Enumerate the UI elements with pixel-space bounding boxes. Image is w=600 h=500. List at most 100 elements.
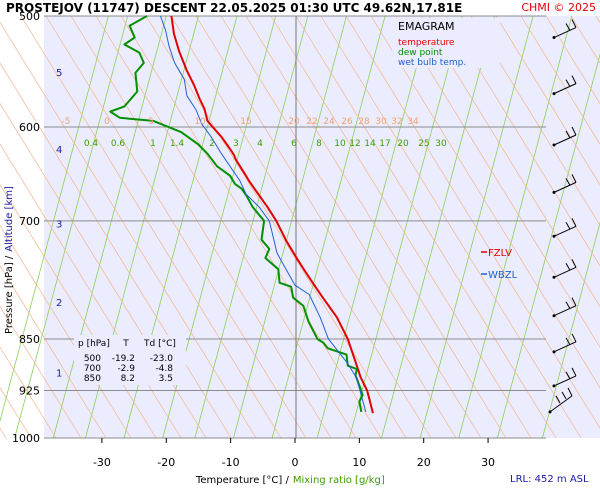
- mixing-ratio-label: 0.4: [84, 139, 99, 149]
- isotherm-line: [220, 15, 482, 439]
- mixing-ratio-line: [52, 15, 167, 439]
- altitude-tick-labels: 5 4 3 2 1: [56, 68, 62, 380]
- table-cell: -4.8: [155, 364, 173, 374]
- isotherm-line: [20, 15, 282, 439]
- table-cell: -2.9: [117, 364, 135, 374]
- isotherm-label: 15: [240, 117, 251, 127]
- mixing-ratio-label: 2: [209, 139, 215, 149]
- temperature-tick-label: -20: [157, 456, 175, 469]
- mixing-ratio-label: 25: [418, 139, 429, 149]
- isotherm-line: [0, 346, 57, 439]
- altitude-tick-label: 5: [56, 68, 62, 79]
- table-header-t: T: [122, 339, 129, 349]
- wind-barb-staff: [553, 305, 577, 317]
- isotherm-label: 20: [288, 117, 300, 127]
- wind-barb-feather: [561, 391, 567, 400]
- sounding-profiles: [109, 15, 374, 414]
- x-axis-temperature-label: Temperature [°C] /: [195, 475, 289, 486]
- mixing-ratio-label: 3: [233, 139, 239, 149]
- mixing-ratio-line: [233, 15, 347, 439]
- table-cell: 8.2: [121, 374, 135, 384]
- mixing-ratio-label: 20: [397, 139, 409, 149]
- legend-dew-point: dew point: [398, 48, 443, 58]
- isotherm-line: [320, 15, 582, 439]
- mixing-ratio-line: [542, 221, 600, 439]
- wind-barb-feather: [571, 297, 577, 306]
- wind-barb-feather: [565, 371, 571, 380]
- wind-barb-origin: [552, 143, 556, 147]
- mixing-ratio-label: 1.4: [170, 139, 185, 149]
- wbzl-label: WBZL: [488, 270, 518, 281]
- mixing-ratio-label: 1: [150, 139, 156, 149]
- temperature-tick-labels: -30 -20 -10 0 10 20 30: [93, 438, 495, 469]
- wind-barb-origin: [548, 410, 552, 414]
- wind-barb-origin: [552, 190, 556, 194]
- wind-barbs: [548, 19, 577, 414]
- legend: EMAGRAM temperature dew point wet bulb t…: [392, 18, 500, 68]
- mixing-ratio-label: 10: [334, 139, 346, 149]
- isotherm-line: [195, 15, 457, 439]
- isotherm-line: [270, 15, 532, 439]
- pressure-tick-label: 925: [19, 385, 40, 398]
- isotherm-line: [395, 15, 600, 348]
- isotherm-label: 24: [323, 117, 335, 127]
- x-axis-label: Temperature [°C] / Mixing ratio [g/kg]: [195, 475, 385, 486]
- isotherm-labels: -5 0 5 10 15 20 22 24 26 28 30 32 34: [62, 117, 419, 127]
- series-line: [170, 15, 374, 414]
- wind-barb-feather: [565, 301, 571, 309]
- pressure-tick-label: 850: [19, 333, 40, 346]
- temperature-tick-label: 10: [352, 456, 366, 469]
- mixing-ratio-line: [14, 15, 129, 439]
- temperature-tick-label: 20: [417, 456, 431, 469]
- mixing-ratio-label: 14: [364, 139, 376, 149]
- mixing-ratio-label: 8: [316, 139, 322, 149]
- wind-barb-staff: [553, 134, 577, 146]
- isotherm-line: [0, 265, 107, 439]
- isotherm-line: [295, 15, 557, 439]
- isotherm-line: [0, 21, 257, 439]
- temperature-tick-label: 30: [481, 456, 495, 469]
- wind-barb-feather: [565, 337, 571, 346]
- wind-barb-feather: [565, 23, 571, 31]
- mixing-ratio-label: 4: [257, 139, 263, 149]
- y-axis-altitude-label: Altitude [km]: [4, 186, 15, 252]
- mixing-ratio-line: [381, 15, 495, 439]
- isotherm-line: [370, 15, 600, 389]
- wind-barb-feather: [565, 178, 571, 186]
- wind-barb-staff: [553, 266, 577, 278]
- isotherm-label: 32: [391, 117, 402, 127]
- wind-barb-feather: [571, 259, 577, 268]
- wind-barb-origin: [552, 275, 556, 279]
- mixing-ratio-label: 0.6: [111, 139, 126, 149]
- legend-temperature: temperature: [398, 38, 455, 48]
- isotherm-line: [45, 15, 307, 439]
- wbzl-marker: WBZL: [481, 270, 518, 281]
- isotherm-label: 5: [148, 117, 154, 127]
- altitude-tick-label: 4: [56, 145, 62, 156]
- mixing-ratio-line: [348, 15, 463, 439]
- table-cell: 850: [84, 374, 101, 384]
- isotherm-line: [345, 15, 600, 429]
- pressure-tick-label: 1000: [12, 432, 40, 445]
- table-cell: -23.0: [150, 354, 174, 364]
- wind-barb-origin: [552, 314, 556, 318]
- wind-barb-origin: [552, 350, 556, 354]
- isotherm-label: 28: [358, 117, 370, 127]
- mixing-ratio-line: [271, 15, 386, 439]
- wind-barb-feather: [571, 19, 577, 28]
- wind-barb-staff: [553, 181, 577, 193]
- mixing-ratio-line: [496, 53, 600, 439]
- table-cell: -19.2: [112, 354, 135, 364]
- wind-barb-feather: [571, 126, 577, 136]
- mixing-ratio-line: [316, 15, 431, 439]
- wind-barb-feather: [565, 79, 571, 87]
- isotherm-line: [495, 15, 600, 186]
- table-cell: 3.5: [159, 374, 173, 384]
- table-header-p: p [hPa]: [78, 339, 110, 349]
- wind-barb-feather: [555, 395, 561, 404]
- mixing-ratio-label: 17: [379, 139, 390, 149]
- isotherm-line: [145, 15, 407, 439]
- wind-barb-origin: [552, 36, 556, 40]
- wind-barb-feather: [565, 263, 571, 271]
